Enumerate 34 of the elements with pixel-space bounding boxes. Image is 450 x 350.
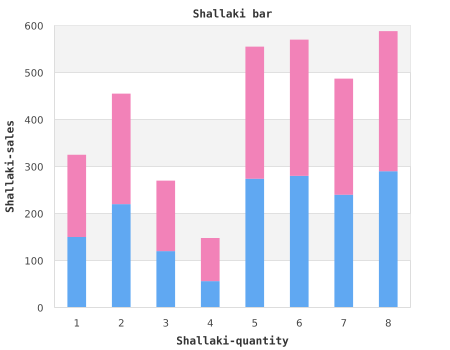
bar [200,238,220,282]
bar [378,171,398,308]
x-tick-label: 2 [118,318,124,330]
bar [245,46,264,179]
x-tick-label: 5 [252,318,258,330]
chart-title: Shallaki bar [192,8,273,20]
x-axis-title: Shallaki-quantity [176,334,290,348]
y-tick-label: 100 [24,256,44,268]
y-tick-label: 200 [24,210,44,220]
bar [156,180,176,252]
bar [290,176,309,308]
bar [112,94,131,204]
bar [290,40,309,176]
bar [245,178,264,308]
bar [67,237,86,308]
x-tick-label: 6 [296,318,302,330]
y-axis-title: Shallaki-sales [3,120,16,213]
bar [200,281,220,308]
bar [334,194,354,308]
bar [67,154,86,237]
y-tick-label: 0 [37,304,44,314]
x-tick-label: 8 [385,318,392,330]
x-tick-label: 7 [340,318,347,330]
x-tick-label: 1 [74,318,80,330]
y-tick-label: 400 [24,116,44,126]
bar [378,31,398,172]
bar [334,78,354,195]
y-tick-label: 300 [24,162,44,174]
x-tick-label: 3 [162,318,169,330]
bar [156,251,176,308]
bar [112,204,131,308]
y-tick-label: 600 [24,22,44,32]
y-tick-label: 500 [24,68,44,80]
x-tick-label: 4 [207,318,214,330]
